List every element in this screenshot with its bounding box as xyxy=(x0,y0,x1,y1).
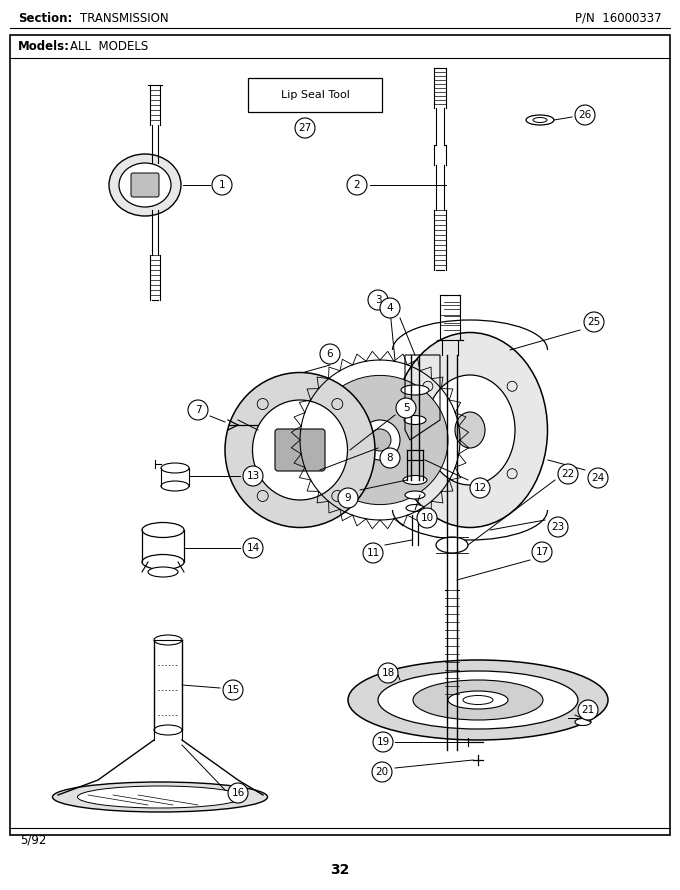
Text: 14: 14 xyxy=(246,543,260,553)
Text: 7: 7 xyxy=(194,405,201,415)
Ellipse shape xyxy=(154,725,182,735)
Circle shape xyxy=(188,400,208,420)
Circle shape xyxy=(243,466,263,486)
Text: 23: 23 xyxy=(551,522,564,532)
Ellipse shape xyxy=(404,416,426,425)
Text: ALL  MODELS: ALL MODELS xyxy=(70,41,148,53)
Text: 21: 21 xyxy=(581,705,594,715)
Text: 13: 13 xyxy=(246,471,260,481)
Circle shape xyxy=(558,464,578,484)
Ellipse shape xyxy=(142,522,184,538)
Circle shape xyxy=(380,448,400,468)
Text: 8: 8 xyxy=(387,453,393,463)
Circle shape xyxy=(295,118,315,138)
Ellipse shape xyxy=(148,567,178,577)
Text: 1: 1 xyxy=(219,180,225,190)
Ellipse shape xyxy=(575,718,591,725)
Ellipse shape xyxy=(252,400,347,500)
Text: 18: 18 xyxy=(381,668,394,678)
Circle shape xyxy=(575,105,595,125)
Text: Models:: Models: xyxy=(18,41,70,53)
Text: P/N  16000337: P/N 16000337 xyxy=(575,12,662,25)
Ellipse shape xyxy=(526,115,554,125)
Ellipse shape xyxy=(78,786,243,808)
Text: Section:: Section: xyxy=(18,12,72,25)
Text: 10: 10 xyxy=(420,513,434,523)
FancyBboxPatch shape xyxy=(275,429,325,471)
Circle shape xyxy=(532,542,552,562)
Ellipse shape xyxy=(369,429,391,451)
Circle shape xyxy=(372,762,392,782)
Text: 5/92: 5/92 xyxy=(20,834,46,846)
Circle shape xyxy=(588,468,608,488)
Circle shape xyxy=(223,680,243,700)
Circle shape xyxy=(347,175,367,195)
Ellipse shape xyxy=(225,373,375,528)
Circle shape xyxy=(380,298,400,318)
Ellipse shape xyxy=(392,333,547,528)
FancyBboxPatch shape xyxy=(131,173,159,197)
Text: 22: 22 xyxy=(562,469,575,479)
Ellipse shape xyxy=(405,491,425,499)
Ellipse shape xyxy=(378,671,578,729)
Text: 2: 2 xyxy=(354,180,360,190)
Circle shape xyxy=(470,478,490,498)
Text: 17: 17 xyxy=(535,547,549,557)
Circle shape xyxy=(228,783,248,803)
Ellipse shape xyxy=(142,554,184,570)
Text: 4: 4 xyxy=(387,303,393,313)
Text: 11: 11 xyxy=(367,548,379,558)
Ellipse shape xyxy=(403,475,427,484)
Ellipse shape xyxy=(413,680,543,720)
Text: 6: 6 xyxy=(326,349,333,359)
Text: 32: 32 xyxy=(330,863,350,877)
Text: 24: 24 xyxy=(592,473,605,483)
Text: TRANSMISSION: TRANSMISSION xyxy=(80,12,169,25)
Ellipse shape xyxy=(312,376,448,505)
Text: 16: 16 xyxy=(231,788,245,798)
Text: 20: 20 xyxy=(375,767,388,777)
Text: 5: 5 xyxy=(403,403,409,413)
Circle shape xyxy=(243,538,263,558)
Circle shape xyxy=(584,312,604,332)
Text: 26: 26 xyxy=(579,110,592,120)
Text: 15: 15 xyxy=(226,685,239,695)
Circle shape xyxy=(378,663,398,683)
Ellipse shape xyxy=(161,463,189,473)
Ellipse shape xyxy=(154,635,182,645)
Ellipse shape xyxy=(406,505,424,512)
Ellipse shape xyxy=(448,691,508,709)
Circle shape xyxy=(338,488,358,508)
Circle shape xyxy=(212,175,232,195)
Text: 12: 12 xyxy=(473,483,487,493)
Text: 27: 27 xyxy=(299,123,311,133)
Circle shape xyxy=(368,290,388,310)
Circle shape xyxy=(417,508,437,528)
Circle shape xyxy=(373,732,393,752)
Circle shape xyxy=(396,398,416,418)
Text: 9: 9 xyxy=(345,493,352,503)
Ellipse shape xyxy=(401,385,429,395)
Text: 19: 19 xyxy=(376,737,390,747)
Text: 25: 25 xyxy=(588,317,600,327)
Circle shape xyxy=(548,517,568,537)
Ellipse shape xyxy=(455,412,485,448)
Circle shape xyxy=(578,700,598,720)
Ellipse shape xyxy=(119,163,171,207)
Ellipse shape xyxy=(425,375,515,485)
Ellipse shape xyxy=(161,481,189,491)
Text: Lip Seal Tool: Lip Seal Tool xyxy=(281,90,350,100)
Ellipse shape xyxy=(348,660,608,740)
Bar xyxy=(10,35,670,835)
Circle shape xyxy=(320,344,340,364)
Circle shape xyxy=(363,543,383,563)
Text: 3: 3 xyxy=(375,295,381,305)
Ellipse shape xyxy=(52,782,267,812)
Ellipse shape xyxy=(109,154,181,216)
Ellipse shape xyxy=(436,537,468,553)
Ellipse shape xyxy=(360,420,400,460)
